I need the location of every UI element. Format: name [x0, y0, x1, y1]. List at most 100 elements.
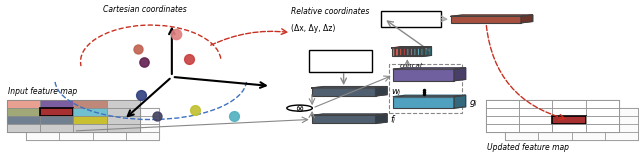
Bar — [107, 124, 140, 132]
Polygon shape — [420, 47, 431, 48]
Bar — [505, 108, 538, 116]
Bar — [505, 116, 538, 124]
Text: gⱼ: gⱼ — [469, 98, 477, 107]
Bar — [26, 132, 60, 140]
Bar — [538, 108, 572, 116]
Bar — [40, 108, 74, 116]
Point — [190, 109, 200, 112]
Bar — [392, 48, 395, 56]
Polygon shape — [406, 47, 417, 48]
Bar — [406, 48, 409, 56]
Polygon shape — [392, 47, 403, 48]
Bar — [505, 132, 538, 140]
Bar — [505, 108, 638, 140]
Circle shape — [287, 105, 312, 111]
Bar — [586, 116, 619, 124]
Polygon shape — [312, 87, 387, 88]
Point — [184, 57, 194, 60]
Bar — [552, 108, 586, 116]
Bar — [60, 108, 93, 116]
Text: Updated feature map: Updated feature map — [487, 143, 570, 152]
Polygon shape — [399, 47, 410, 48]
Bar — [538, 116, 572, 124]
Text: MLP: MLP — [330, 56, 351, 65]
Point — [171, 33, 181, 35]
Bar — [7, 124, 40, 132]
Text: concat: concat — [400, 63, 423, 69]
Bar — [93, 108, 126, 116]
Polygon shape — [409, 47, 421, 48]
Bar — [312, 88, 376, 96]
Bar — [74, 100, 107, 108]
Bar — [7, 100, 40, 108]
Bar — [93, 116, 126, 124]
Bar — [40, 124, 74, 132]
Bar — [572, 124, 605, 132]
Bar — [451, 16, 521, 23]
Bar — [60, 116, 93, 124]
Bar — [605, 108, 638, 116]
Polygon shape — [413, 47, 421, 56]
Polygon shape — [395, 47, 403, 56]
Bar — [7, 108, 40, 116]
Polygon shape — [376, 87, 387, 96]
Point — [152, 115, 163, 118]
Bar — [402, 48, 406, 56]
Polygon shape — [454, 68, 466, 81]
Polygon shape — [395, 47, 407, 48]
Polygon shape — [413, 47, 424, 48]
Bar — [93, 124, 126, 132]
Text: Input feature map: Input feature map — [8, 87, 77, 96]
Point — [133, 48, 143, 51]
Bar — [26, 116, 60, 124]
Bar — [586, 100, 619, 108]
Bar — [552, 100, 586, 108]
Bar — [7, 116, 40, 124]
Bar — [74, 124, 107, 132]
Bar — [107, 108, 140, 116]
Bar — [26, 108, 60, 116]
Bar — [486, 100, 519, 108]
Polygon shape — [376, 114, 387, 123]
Text: (Δx, Δy, Δz): (Δx, Δy, Δz) — [291, 24, 335, 33]
Polygon shape — [402, 47, 410, 56]
Bar — [394, 69, 454, 81]
Polygon shape — [406, 47, 414, 56]
Bar — [126, 116, 159, 124]
Polygon shape — [521, 15, 532, 23]
Bar — [586, 124, 619, 132]
Bar — [26, 108, 159, 140]
Polygon shape — [399, 47, 407, 56]
Bar — [399, 48, 402, 56]
Polygon shape — [454, 95, 466, 108]
Polygon shape — [423, 47, 431, 56]
Bar — [519, 116, 552, 124]
Polygon shape — [312, 114, 387, 115]
Bar — [60, 124, 93, 132]
Point — [136, 94, 147, 96]
Bar — [395, 48, 399, 56]
Bar — [505, 124, 538, 132]
Text: Cartesian coordinates: Cartesian coordinates — [102, 5, 186, 14]
Bar — [552, 116, 586, 124]
Bar — [409, 48, 413, 56]
Bar — [40, 116, 74, 124]
Bar — [74, 108, 107, 116]
Text: Relative coordinates: Relative coordinates — [291, 7, 370, 16]
Bar — [605, 132, 638, 140]
Bar — [60, 132, 93, 140]
Text: wⱼ: wⱼ — [391, 87, 400, 96]
Bar — [416, 48, 420, 56]
Polygon shape — [409, 47, 417, 56]
Bar — [519, 124, 552, 132]
Polygon shape — [420, 47, 428, 56]
Point — [228, 115, 239, 118]
Bar — [486, 124, 519, 132]
Bar — [26, 124, 60, 132]
Bar — [7, 100, 140, 132]
Bar — [107, 100, 140, 108]
Bar — [486, 108, 519, 116]
Bar — [486, 100, 619, 132]
Bar — [394, 97, 454, 108]
Text: 1x1 Conv: 1x1 Conv — [393, 14, 429, 23]
